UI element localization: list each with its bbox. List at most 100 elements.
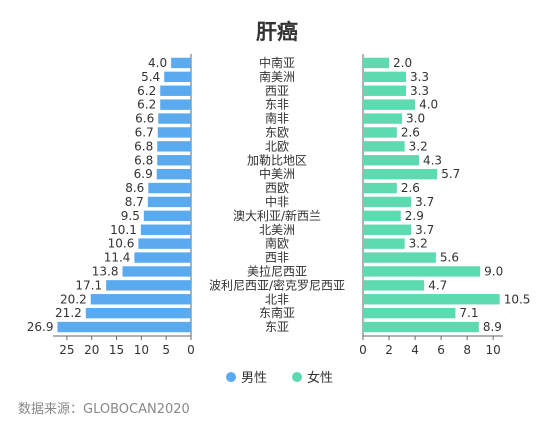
female-value-label: 9.0 (484, 264, 503, 278)
female-value-label: 3.2 (409, 139, 428, 153)
male-value-label: 4.0 (148, 56, 167, 70)
female-value-label: 4.0 (419, 98, 438, 112)
right-tick-label: 8 (463, 343, 471, 357)
female-value-label: 2.6 (401, 181, 420, 195)
male-bar (164, 71, 191, 83)
male-bar (158, 113, 191, 124)
female-value-label: 7.1 (459, 306, 478, 320)
category-label: 南美洲 (259, 69, 295, 84)
female-value-label: 3.7 (415, 223, 434, 237)
legend: 男性 女性 (226, 370, 333, 386)
left-tick-label: 10 (134, 343, 149, 357)
female-bar (363, 127, 397, 138)
male-bar (90, 294, 191, 305)
male-bar (160, 85, 191, 96)
female-value-label: 3.2 (409, 237, 428, 251)
female-bar (363, 252, 436, 263)
female-value-label: 2.6 (401, 125, 420, 139)
female-bar (363, 266, 481, 277)
right-tick-label: 4 (411, 343, 419, 357)
female-bar (363, 168, 438, 180)
female-bar (363, 113, 403, 124)
category-label: 北非 (265, 292, 289, 306)
female-value-label: 4.3 (423, 153, 442, 167)
left-tick-label: 25 (59, 343, 74, 357)
female-bar (363, 182, 397, 194)
male-value-label: 13.8 (92, 264, 119, 278)
right-tick-label: 2 (385, 343, 393, 357)
left-tick-label: 15 (109, 343, 124, 357)
female-bar (363, 238, 405, 249)
category-label: 西亚 (265, 84, 289, 98)
category-label: 东南亚 (259, 305, 295, 320)
male-value-label: 6.7 (135, 125, 154, 139)
left-tick-label: 20 (84, 343, 99, 357)
right-tick-label: 10 (486, 343, 501, 357)
category-label: 东欧 (265, 125, 289, 139)
female-bar (363, 307, 456, 319)
left-tick-label: 0 (187, 343, 195, 357)
chart-title: 肝癌 (256, 20, 298, 44)
female-bar (363, 196, 412, 208)
male-bar (157, 155, 191, 166)
category-label: 中美洲 (259, 166, 295, 181)
category-label: 东亚 (265, 320, 289, 334)
male-bar (134, 252, 191, 263)
male-value-label: 6.2 (137, 84, 156, 98)
male-bar (147, 196, 191, 208)
male-value-label: 6.6 (135, 112, 154, 126)
category-label: 波利尼西亚/密克罗尼西亚 (209, 277, 345, 292)
female-bar (363, 294, 500, 305)
legend-item-male-label: 男性 (241, 371, 267, 386)
male-bar (138, 238, 191, 249)
female-value-label: 2.0 (393, 56, 412, 70)
female-bar (363, 141, 405, 152)
category-label: 西非 (265, 251, 289, 265)
male-value-label: 6.8 (134, 139, 153, 153)
right-tick-label: 0 (359, 343, 367, 357)
female-bar (363, 280, 425, 291)
female-bar (363, 99, 416, 110)
legend-item-female-label: 女性 (307, 370, 333, 386)
male-value-label: 11.4 (104, 251, 131, 265)
right-tick-label: 6 (437, 343, 445, 357)
legend-item-female-marker (292, 372, 302, 382)
female-value-label: 8.9 (483, 320, 502, 334)
female-bar (363, 224, 412, 235)
butterfly-chart: 4.0 2.0 中南亚 5.4 3.3 南美洲 6.2 3.3 西亚 6.2 4.0 东非 6.6 3.0… (27, 54, 531, 386)
category-label: 北美洲 (259, 223, 295, 237)
male-bar (85, 307, 191, 319)
male-value-label: 6.9 (134, 167, 153, 181)
source-note: 数据来源：GLOBOCAN2020 (18, 402, 190, 417)
male-value-label: 9.5 (121, 209, 140, 223)
male-bar (122, 266, 191, 277)
male-value-label: 10.1 (110, 223, 137, 237)
male-bar (143, 210, 191, 222)
male-bar (157, 141, 191, 152)
male-bar (140, 224, 191, 235)
legend-item-male-marker (226, 372, 236, 382)
category-label: 北欧 (265, 139, 289, 153)
category-label: 中非 (265, 194, 289, 209)
male-value-label: 20.2 (60, 292, 87, 306)
male-bar (160, 99, 191, 110)
category-label: 美拉尼西亚 (247, 263, 307, 278)
female-bar (363, 71, 406, 83)
male-bar (57, 321, 191, 333)
female-bar (363, 155, 419, 166)
category-label: 南欧 (265, 236, 289, 251)
male-value-label: 5.4 (141, 70, 160, 84)
male-bar (106, 280, 191, 291)
female-value-label: 10.5 (504, 292, 531, 306)
female-value-label: 5.6 (440, 251, 459, 265)
category-label: 澳大利亚/新西兰 (233, 208, 321, 223)
female-bar (363, 57, 390, 69)
male-value-label: 6.2 (137, 98, 156, 112)
male-value-label: 8.7 (125, 195, 144, 209)
category-label: 东非 (265, 98, 289, 112)
female-value-label: 3.7 (415, 195, 434, 209)
male-bar (156, 168, 191, 180)
female-bar (363, 321, 479, 333)
female-bar (363, 85, 406, 96)
male-value-label: 6.8 (134, 153, 153, 167)
